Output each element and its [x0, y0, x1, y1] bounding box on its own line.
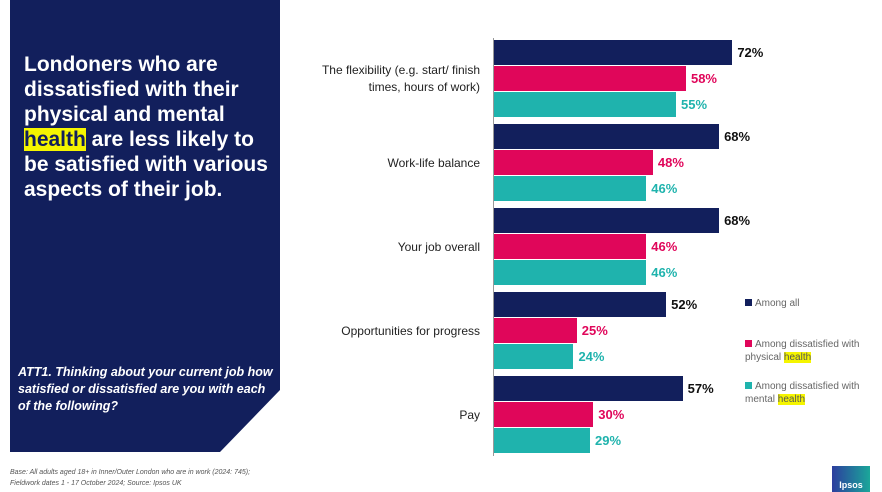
bar	[494, 402, 594, 427]
ipsos-logo: Ipsos	[832, 466, 870, 492]
data-label: 24%	[578, 349, 605, 364]
data-label: 72%	[737, 45, 764, 60]
data-label: 30%	[598, 407, 625, 422]
legend-swatch	[745, 299, 752, 306]
title-text-end: are less likely to be satisfied with var…	[24, 128, 268, 201]
data-label: 57%	[687, 381, 714, 396]
bar	[494, 344, 574, 369]
data-label: 29%	[594, 433, 622, 448]
legend-label: Among dissatisfied with physical	[745, 339, 860, 363]
legend-highlight: health	[783, 352, 812, 363]
category-label: Work-life balance	[387, 155, 480, 170]
category-axis	[493, 38, 494, 456]
bar	[494, 292, 667, 317]
data-label: 46%	[651, 239, 678, 254]
legend-swatch	[745, 382, 752, 389]
title-text: Londoners who are dissatisfied with thei…	[24, 53, 239, 126]
title-highlight: health	[24, 128, 86, 151]
data-label: 58%	[690, 71, 717, 86]
data-label: 52%	[671, 297, 698, 312]
data-label: 68%	[724, 129, 751, 144]
data-label: 46%	[651, 265, 678, 280]
bar	[494, 428, 590, 453]
bar	[494, 318, 577, 343]
bar	[494, 124, 720, 149]
bar	[494, 176, 647, 201]
data-label: 55%	[681, 97, 708, 112]
bar	[494, 234, 647, 259]
category-label: Pay	[459, 407, 480, 422]
category-label: The flexibility (e.g. start/ finish time…	[321, 63, 480, 94]
bar	[494, 150, 653, 175]
category-label: Opportunities for progress	[341, 323, 480, 338]
bar	[494, 208, 720, 233]
bar	[494, 66, 686, 91]
title-panel	[10, 0, 280, 452]
bar	[494, 40, 733, 65]
legend-label: Among all	[755, 298, 800, 309]
data-label: 46%	[651, 181, 678, 196]
legend-highlight: health	[777, 394, 806, 405]
data-label: 68%	[724, 213, 751, 228]
legend-item: Among dissatisfied with physical health	[745, 338, 880, 364]
data-label: 48%	[657, 155, 684, 170]
category-label: Your job overall	[397, 239, 480, 254]
legend-swatch	[745, 340, 752, 347]
legend-label: Among dissatisfied with mental	[745, 381, 860, 405]
data-label: 25%	[581, 323, 608, 338]
legend-item: Among dissatisfied with mental health	[745, 380, 880, 406]
page-title: Londoners who are dissatisfied with thei…	[24, 52, 274, 202]
base-note: Base: All adults aged 18+ in Inner/Outer…	[10, 469, 251, 487]
bar	[494, 260, 647, 285]
bar	[494, 376, 683, 401]
bar	[494, 92, 677, 117]
legend-item: Among all	[745, 297, 880, 310]
survey-question: ATT1. Thinking about your current job ho…	[18, 365, 273, 413]
